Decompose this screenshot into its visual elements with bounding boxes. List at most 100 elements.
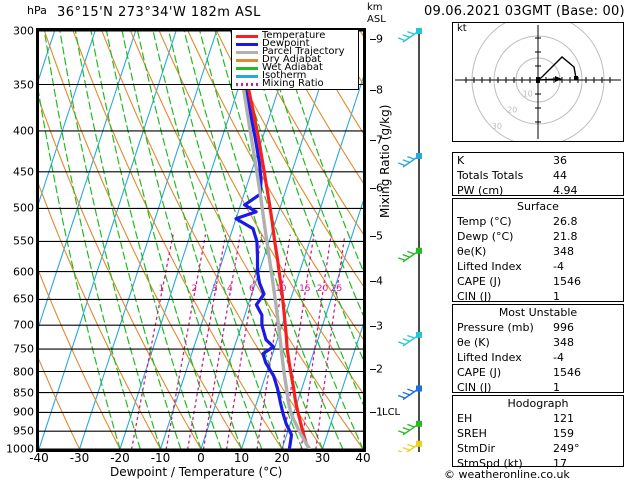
height-tickmark (370, 235, 376, 237)
temp-tick-20: 20 (274, 451, 290, 465)
param-value: 36 (553, 154, 567, 167)
height-tickmark (370, 90, 376, 92)
height-tickmark (370, 281, 376, 283)
param-value: 996 (553, 321, 574, 334)
legend-label-wet-adiabat: Wet Adiabat (262, 62, 323, 73)
hodograph[interactable]: kt 10 20 30 (452, 22, 624, 142)
temp-tick--10: -10 (150, 451, 171, 465)
param-value: 121 (553, 412, 574, 425)
skewt-plot[interactable]: 1 2 3 4 6 10 15 20 25 (36, 28, 366, 452)
legend-label-parcel-trajectory: Parcel Trajectory (262, 46, 345, 57)
station-title: 36°15'N 273°34'W 182m ASL (57, 5, 261, 20)
pressure-tick-950: 950 (13, 424, 34, 438)
temp-tick-0: 0 (197, 451, 205, 465)
param-value: 44 (553, 169, 567, 182)
legend-swatch-mixing-ratio (236, 82, 258, 86)
param-label: Pressure (mb) (457, 321, 534, 334)
pressure-tick-450: 450 (13, 165, 34, 179)
panel-surface: Surface Temp (°C) 26.8 Dewp (°C) 21.8 θe(K) 34… (452, 198, 624, 304)
param-value: 4.94 (553, 184, 578, 197)
height-tickmark (370, 39, 376, 40)
pressure-tick-550: 550 (13, 234, 34, 248)
pressure-tick-400: 400 (13, 124, 34, 138)
param-value: 1 (553, 381, 560, 394)
height-tick-1: 1 (376, 405, 383, 419)
pressure-tick-900: 900 (13, 405, 34, 419)
param-label: K (457, 154, 465, 167)
legend-swatch-isotherm (236, 74, 258, 78)
x-axis-title: Dewpoint / Temperature (°C) (110, 465, 283, 479)
legend-label-isotherm: Isotherm (262, 70, 307, 81)
param-value: 17 (553, 457, 567, 470)
panel-row: θe (K) 348 (453, 335, 623, 350)
height-axis: 1 2 3 4 5 6 7 8 9 LCL (370, 28, 400, 452)
panel-row: CAPE (J) 1546 (453, 365, 623, 380)
param-value: 249° (553, 442, 580, 455)
panel-row: Pressure (mb) 996 (453, 320, 623, 335)
param-label: SREH (457, 427, 487, 440)
param-value: 159 (553, 427, 574, 440)
param-value: -4 (553, 351, 564, 364)
panel-row: CAPE (J) 1546 (453, 274, 623, 289)
legend-item-dewpoint: Dewpoint (234, 38, 356, 49)
panel-row: Dewp (°C) 21.8 (453, 229, 623, 244)
mixing-ratio-axis-title: Mixing Ratio (g/kg) (378, 104, 392, 218)
panel-row: StmSpd (kt) 17 (453, 456, 623, 471)
pressure-tick-1000: 1000 (6, 442, 34, 456)
legend-label-mixing-ratio: Mixing Ratio (262, 78, 324, 89)
svg-text:20: 20 (507, 106, 517, 115)
panel-row: PW (cm) 4.94 (453, 183, 623, 198)
svg-text:10: 10 (523, 89, 533, 98)
panel-row: StmDir 249° (453, 441, 623, 456)
panel-row: K 36 (453, 153, 623, 168)
param-value: -4 (553, 260, 564, 273)
legend-swatch-wet-adiabat (236, 66, 258, 70)
panel-row: Totals Totals 44 (453, 168, 623, 183)
panel-header-most-unstable: Most Unstable (498, 306, 578, 319)
wind-barb-column (397, 28, 422, 452)
param-value: 26.8 (553, 215, 578, 228)
height-tick-4: 4 (376, 274, 383, 288)
param-label: StmDir (457, 442, 496, 455)
height-tickmark (370, 325, 376, 327)
legend-swatch-dewpoint (236, 42, 258, 46)
legend-label-dry-adiabat: Dry Adiabat (262, 54, 322, 65)
pressure-tick-650: 650 (13, 292, 34, 306)
param-label: Totals Totals (457, 169, 524, 182)
legend-swatch-dry-adiabat (236, 58, 258, 62)
param-value: 1546 (553, 275, 581, 288)
param-label: StmSpd (kt) (457, 457, 523, 470)
panel-most-unstable: Most Unstable Pressure (mb) 996 θe (K) 348 Li… (452, 304, 624, 395)
panel-header-hodograph-stats: Hodograph (507, 397, 569, 410)
panel-row: SREH 159 (453, 426, 623, 441)
panel-row: CIN (J) 1 (453, 380, 623, 395)
height-tickmark (370, 188, 376, 190)
panel-hodograph-stats: Hodograph EH 121 SREH 159 StmDir 249° StmSpd (k… (452, 395, 624, 470)
height-tick-8: 8 (376, 83, 383, 97)
mixing-ratio-label-6: 6 (248, 284, 255, 295)
param-label: CIN (J) (457, 381, 492, 394)
param-label: Dewp (°C) (457, 230, 514, 243)
panel-header-surface: Surface (517, 200, 559, 213)
temp-tick--40: -40 (29, 451, 49, 465)
param-label: Lifted Index (457, 351, 522, 364)
temp-tick--30: -30 (69, 451, 90, 465)
height-unit-label-1: km (367, 2, 383, 13)
height-unit-label-2: ASL (367, 14, 386, 25)
param-label: CIN (J) (457, 290, 492, 303)
pressure-tick-850: 850 (13, 386, 34, 400)
mixing-ratio-label-4: 4 (226, 284, 233, 295)
param-label: θe(K) (457, 245, 487, 258)
legend-label-dewpoint: Dewpoint (262, 38, 310, 49)
legend: Temperature Dewpoint Parcel Trajectory Dry … (231, 29, 359, 90)
temp-tick--20: -20 (110, 451, 130, 465)
mixing-ratio-label-1: 1 (158, 284, 165, 295)
pressure-tick-500: 500 (13, 201, 34, 215)
pressure-tick-700: 700 (13, 318, 34, 332)
temp-tick-30: 30 (314, 451, 331, 465)
panel-row: CIN (J) 1 (453, 289, 623, 304)
param-value: 348 (553, 336, 574, 349)
pressure-axis: 300 350 400 450 500 550 600 650 700 750 800 850 900 9… (0, 26, 34, 456)
param-label: Temp (°C) (457, 215, 512, 228)
height-tick-3: 3 (376, 319, 383, 333)
